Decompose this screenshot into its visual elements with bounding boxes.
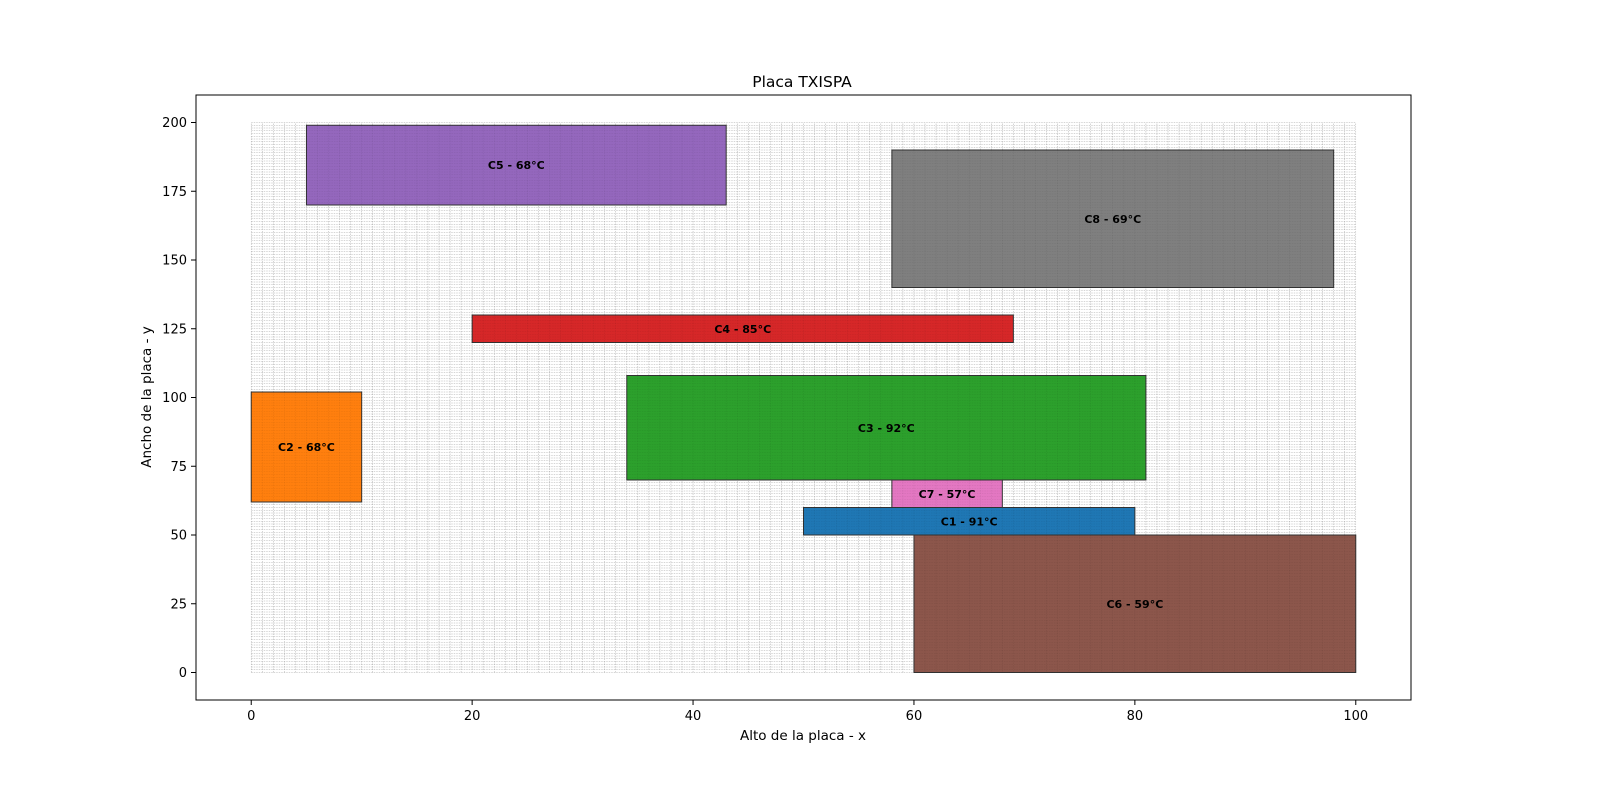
y-tick-label: 25 — [170, 597, 187, 612]
x-tick-label: 40 — [685, 709, 702, 724]
component-mesh-c4 — [471, 314, 1014, 343]
component-rect-c8 — [891, 149, 1335, 288]
component-c2: C2 - 68°C — [250, 391, 363, 503]
y-tick-label: 0 — [179, 666, 187, 681]
x-tick-label: 60 — [906, 709, 923, 724]
y-tick-label: 200 — [162, 116, 187, 131]
y-tick-label: 100 — [162, 391, 187, 406]
component-c7: C7 - 57°C — [891, 479, 1003, 508]
component-rect-c1 — [803, 507, 1136, 536]
x-tick-label: 20 — [464, 709, 481, 724]
components: C1 - 91°C C2 - 68°C C3 - 92°C C4 - 85°C C5 -… — [250, 124, 1357, 673]
y-tick-label: 125 — [162, 322, 187, 337]
component-mesh-c7 — [891, 479, 1003, 508]
component-rect-c7 — [891, 479, 1003, 508]
y-tick-label: 75 — [170, 460, 187, 475]
component-c1: C1 - 91°C — [803, 507, 1136, 536]
component-mesh-c3 — [626, 375, 1147, 481]
x-tick-label: 0 — [247, 709, 255, 724]
x-tick-label: 100 — [1343, 709, 1368, 724]
component-rect-c6 — [913, 534, 1357, 673]
component-rect-c2 — [250, 391, 363, 503]
component-label-c3: C3 - 92°C — [858, 422, 915, 435]
plot-area: C1 - 91°C C2 - 68°C C3 - 92°C C4 - 85°C C5 -… — [195, 94, 1412, 701]
y-tick-label: 150 — [162, 254, 187, 269]
component-rect-c5 — [305, 124, 727, 206]
component-label-c1: C1 - 91°C — [941, 515, 998, 528]
x-axis-label: Alto de la placa - x — [740, 728, 866, 744]
y-axis-label: Ancho de la placa - y — [139, 326, 155, 468]
component-mesh-c2 — [251, 391, 362, 503]
component-label-c6: C6 - 59°C — [1106, 598, 1163, 611]
component-label-c2: C2 - 68°C — [278, 441, 335, 454]
component-c4: C4 - 85°C — [471, 314, 1014, 343]
x-axis: 0 20 40 60 80 100 — [247, 700, 1368, 724]
component-mesh-c1 — [803, 507, 1136, 536]
y-axis: 0 25 50 75 100 125 150 175 200 — [162, 116, 196, 681]
component-mesh-c6 — [913, 534, 1356, 673]
chart-title: Placa TXISPA — [752, 73, 852, 91]
component-rect-c3 — [626, 375, 1147, 481]
y-tick-label: 175 — [162, 185, 187, 200]
y-tick-label: 50 — [170, 529, 187, 544]
component-label-c4: C4 - 85°C — [714, 323, 771, 336]
component-label-c5: C5 - 68°C — [488, 159, 545, 172]
component-c6: C6 - 59°C — [913, 534, 1357, 673]
x-tick-label: 80 — [1127, 709, 1144, 724]
component-mesh-c5 — [306, 125, 727, 206]
component-c5: C5 - 68°C — [305, 124, 727, 206]
component-c8: C8 - 69°C — [891, 149, 1335, 288]
component-c3: C3 - 92°C — [626, 375, 1147, 481]
component-label-c8: C8 - 69°C — [1084, 213, 1141, 226]
component-label-c7: C7 - 57°C — [919, 488, 976, 501]
component-mesh-c8 — [891, 149, 1334, 288]
component-rect-c4 — [471, 314, 1014, 343]
